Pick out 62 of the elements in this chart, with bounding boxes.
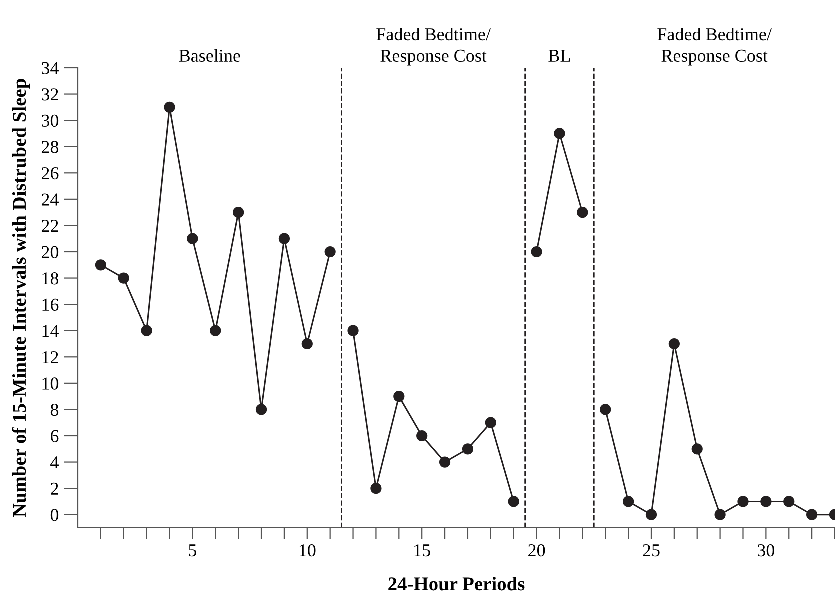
y-tick-label: 32 xyxy=(42,88,58,101)
point xyxy=(554,128,566,140)
point xyxy=(348,325,359,336)
point xyxy=(760,496,772,508)
y-tick-label: 24 xyxy=(42,194,59,206)
x-tick-label: 5 xyxy=(189,544,197,557)
y-axis-title: Number of 15-Minute Intervals with Distrubed Sleep xyxy=(12,79,30,518)
y-tick-label: 2 xyxy=(51,482,58,495)
text: BL xyxy=(548,50,570,62)
y-tick-label: 16 xyxy=(42,298,59,312)
point xyxy=(577,207,588,218)
x-tick-label: 30 xyxy=(758,544,775,557)
point xyxy=(462,444,474,455)
point xyxy=(324,246,336,258)
point xyxy=(141,325,152,336)
text: Faded Bedtime/ Response Cost xyxy=(376,28,491,66)
point xyxy=(118,272,130,284)
point xyxy=(278,233,290,244)
y-tick-label: 34 xyxy=(42,62,59,74)
y-tick-label: 26 xyxy=(42,167,59,180)
point xyxy=(95,260,106,271)
point xyxy=(164,102,176,113)
y-tick-label: 6 xyxy=(51,430,59,442)
point xyxy=(187,233,198,244)
point xyxy=(600,404,612,416)
y-tick-label: 14 xyxy=(42,325,59,338)
point xyxy=(622,496,634,508)
x-tick-label: 20 xyxy=(528,544,546,557)
point xyxy=(646,509,658,520)
point xyxy=(531,246,542,258)
point xyxy=(416,430,428,442)
point xyxy=(233,207,244,218)
point xyxy=(439,456,451,468)
point xyxy=(714,509,726,520)
point xyxy=(784,496,795,508)
point xyxy=(485,417,496,428)
y-tick-label: 8 xyxy=(50,404,59,416)
point xyxy=(256,404,268,416)
y-tick-label: 30 xyxy=(42,114,59,128)
point xyxy=(738,496,749,508)
y-tick-label: 20 xyxy=(42,246,59,258)
x-tick-label: 15 xyxy=(414,544,430,557)
y-tick-label: 28 xyxy=(42,141,59,154)
text: Faded Bedtime/ Response Cost xyxy=(658,28,772,66)
point xyxy=(210,325,222,336)
y-tick-label: 12 xyxy=(42,351,58,364)
y-tick-label: 22 xyxy=(42,220,58,232)
y-tick-label: 0 xyxy=(50,509,59,522)
x-tick-label: 25 xyxy=(643,544,660,557)
y-tick-label: 10 xyxy=(42,378,59,390)
point xyxy=(668,338,680,350)
point xyxy=(302,338,313,350)
point xyxy=(692,444,703,455)
point xyxy=(394,391,405,402)
text: Baseline xyxy=(179,49,240,62)
point xyxy=(806,509,818,520)
point xyxy=(508,496,520,508)
x-tick-label: 10 xyxy=(300,544,316,557)
y-tick-label: 4 xyxy=(50,456,59,469)
point xyxy=(370,483,382,494)
x-axis-title: 24-Hour Periods xyxy=(388,577,525,591)
y-tick-label: 18 xyxy=(42,272,59,285)
